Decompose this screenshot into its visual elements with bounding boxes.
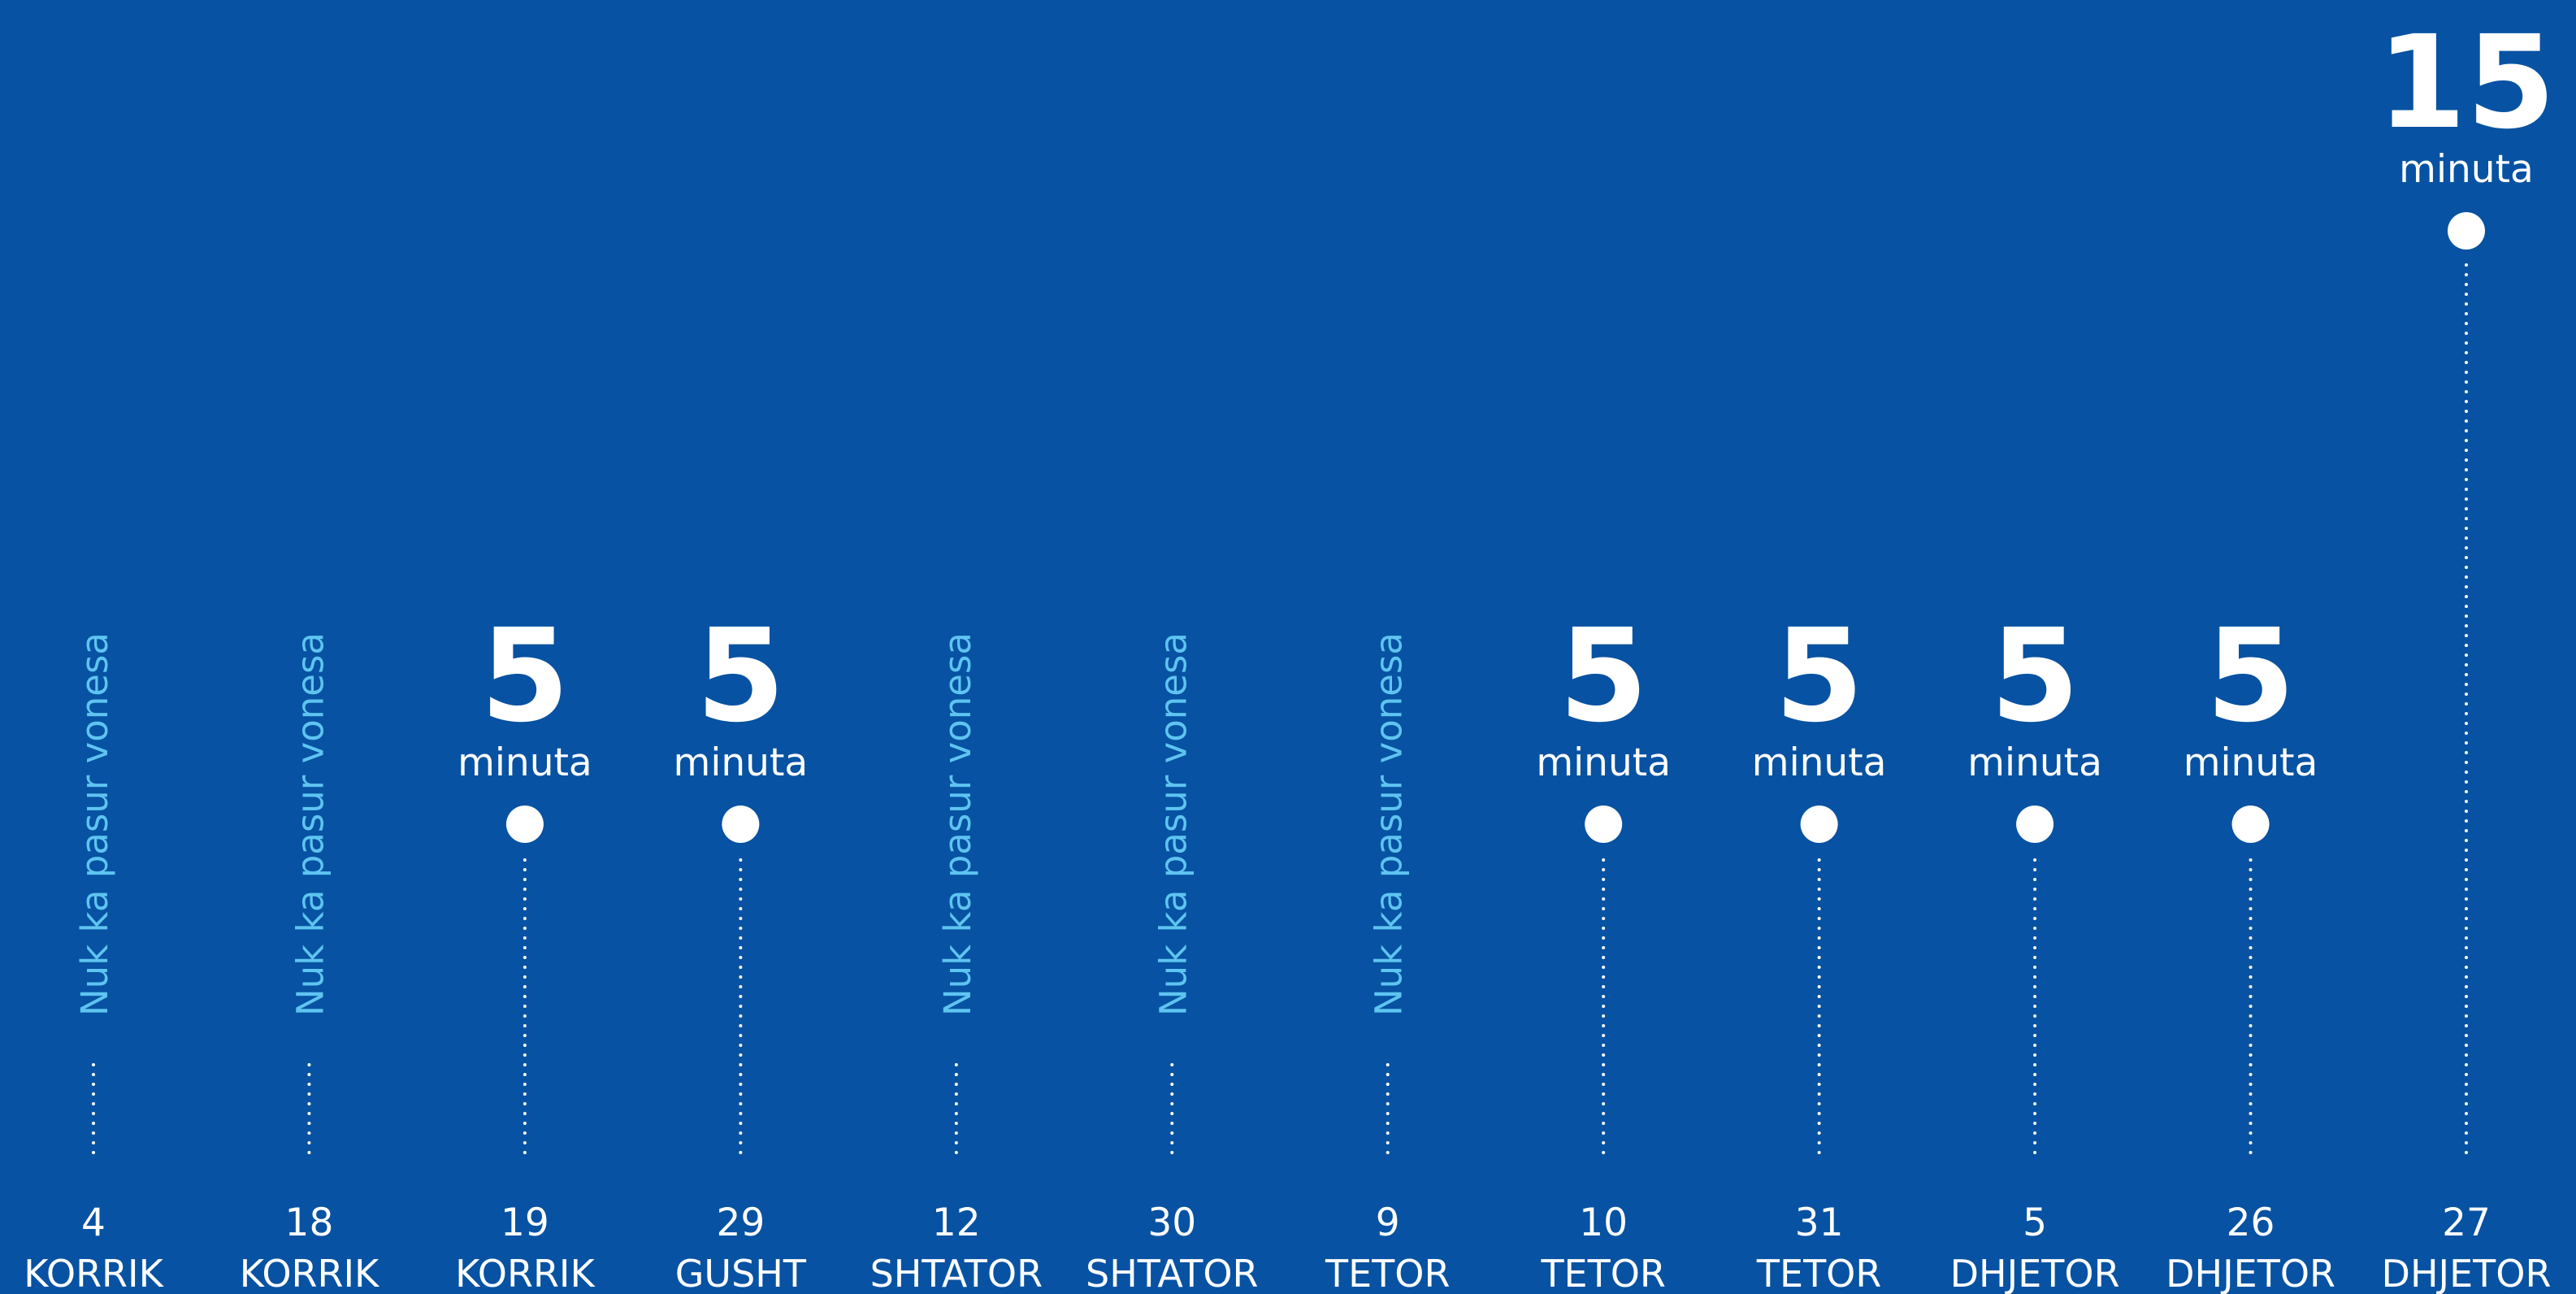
no-delay-label: Nuk ka pasur vonesa	[936, 632, 979, 1016]
value-label: 5	[1990, 601, 2079, 751]
value-dot	[505, 805, 544, 843]
x-month-label: KORRIK	[455, 1252, 596, 1294]
x-day-label: 29	[716, 1201, 765, 1245]
x-day-label: 30	[1147, 1201, 1196, 1245]
x-month-label: TETOR	[1325, 1252, 1450, 1294]
x-day-label: 9	[1376, 1201, 1400, 1245]
x-month-label: SHTATOR	[1086, 1252, 1258, 1294]
value-label: 5	[2206, 601, 2296, 751]
value-label: 5	[1775, 601, 1864, 751]
x-month-label: GUSHT	[675, 1252, 807, 1294]
x-month-label: KORRIK	[240, 1252, 380, 1294]
x-month-label: TETOR	[1540, 1252, 1665, 1294]
unit-label: minuta	[1967, 740, 2102, 785]
x-month-label: TETOR	[1756, 1252, 1881, 1294]
value-dot	[2231, 805, 2270, 843]
value-label: 5	[1559, 601, 1648, 751]
unit-label: minuta	[458, 740, 592, 785]
x-month-label: KORRIK	[24, 1252, 164, 1294]
value-label: 5	[480, 601, 570, 751]
x-day-label: 18	[285, 1201, 334, 1245]
unit-label: minuta	[1752, 740, 1887, 785]
no-delay-label: Nuk ka pasur vonesa	[288, 632, 332, 1016]
value-dot	[1800, 805, 1838, 843]
x-month-label: DHJETOR	[2382, 1252, 2552, 1294]
x-day-label: 4	[81, 1201, 106, 1245]
x-day-label: 27	[2442, 1201, 2491, 1245]
x-month-label: SHTATOR	[870, 1252, 1043, 1294]
value-dot	[2016, 805, 2054, 843]
unit-label: minuta	[674, 740, 809, 785]
x-day-label: 5	[2023, 1201, 2047, 1245]
no-delay-label: Nuk ka pasur vonesa	[1368, 632, 1411, 1016]
unit-label: minuta	[2399, 147, 2534, 192]
value-label: 15	[2377, 8, 2556, 158]
x-day-label: 12	[932, 1201, 981, 1245]
x-day-label: 19	[501, 1201, 549, 1245]
value-label: 5	[696, 601, 785, 751]
x-month-label: DHJETOR	[2166, 1252, 2335, 1294]
chart-marks: 4 KORRIK Nuk ka pasur vonesa 18 KORRIK Nuk ka…	[24, 8, 2556, 1294]
value-dot	[1585, 805, 1623, 843]
x-day-label: 26	[2227, 1201, 2275, 1245]
unit-label: minuta	[2184, 740, 2318, 785]
value-dot	[2448, 212, 2485, 250]
no-delay-label: Nuk ka pasur vonesa	[73, 632, 116, 1016]
x-month-label: DHJETOR	[1950, 1252, 2120, 1294]
no-delay-label: Nuk ka pasur vonesa	[1151, 632, 1195, 1016]
value-dot	[722, 805, 760, 843]
x-day-label: 10	[1579, 1201, 1628, 1245]
x-day-label: 31	[1795, 1201, 1844, 1245]
unit-label: minuta	[1536, 740, 1671, 785]
